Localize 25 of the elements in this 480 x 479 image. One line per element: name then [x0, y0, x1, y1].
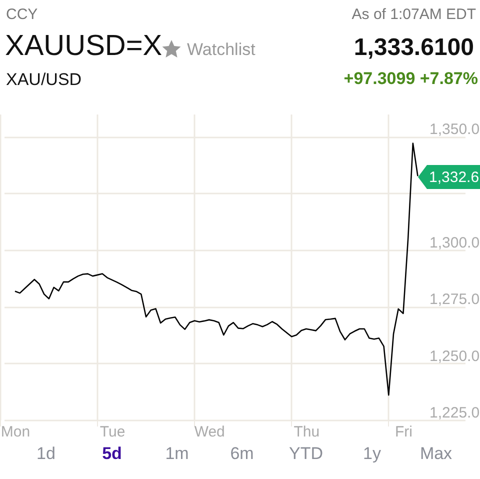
x-tick-label: Wed	[194, 424, 225, 440]
annotation: 1,332.6	[429, 169, 480, 186]
y-tick-label: 1,250.0	[430, 348, 480, 365]
x-tick-label: Mon	[0, 424, 30, 440]
y-tick-label: 1,275.0	[430, 291, 480, 308]
text: YTD	[289, 444, 323, 464]
text: Max	[420, 444, 452, 464]
text: As of 1:07AM EDT	[352, 6, 476, 23]
x-tick-label: Fri	[394, 424, 412, 440]
text: 1y	[363, 444, 381, 464]
chart-title: XAUUSD=X	[5, 30, 162, 63]
y-tick-label: 1,300.0	[430, 234, 480, 252]
text: +97.3099 +7.87%	[344, 69, 478, 89]
text: CCY	[6, 6, 38, 23]
text: 1m	[165, 444, 189, 464]
x-tick-label: Thu	[294, 424, 320, 440]
text: Watchlist	[187, 40, 256, 60]
text: 5d	[102, 444, 122, 464]
text: 1d	[36, 444, 56, 464]
chart-subtitle: XAU/USD	[6, 70, 82, 90]
text: 1,333.6100	[354, 34, 474, 62]
x-tick-label: Tue	[100, 424, 126, 440]
y-tick-label: 1,350.0	[430, 121, 480, 138]
text: 6m	[230, 444, 254, 464]
y-tick-label: 1,225.0	[430, 404, 480, 422]
